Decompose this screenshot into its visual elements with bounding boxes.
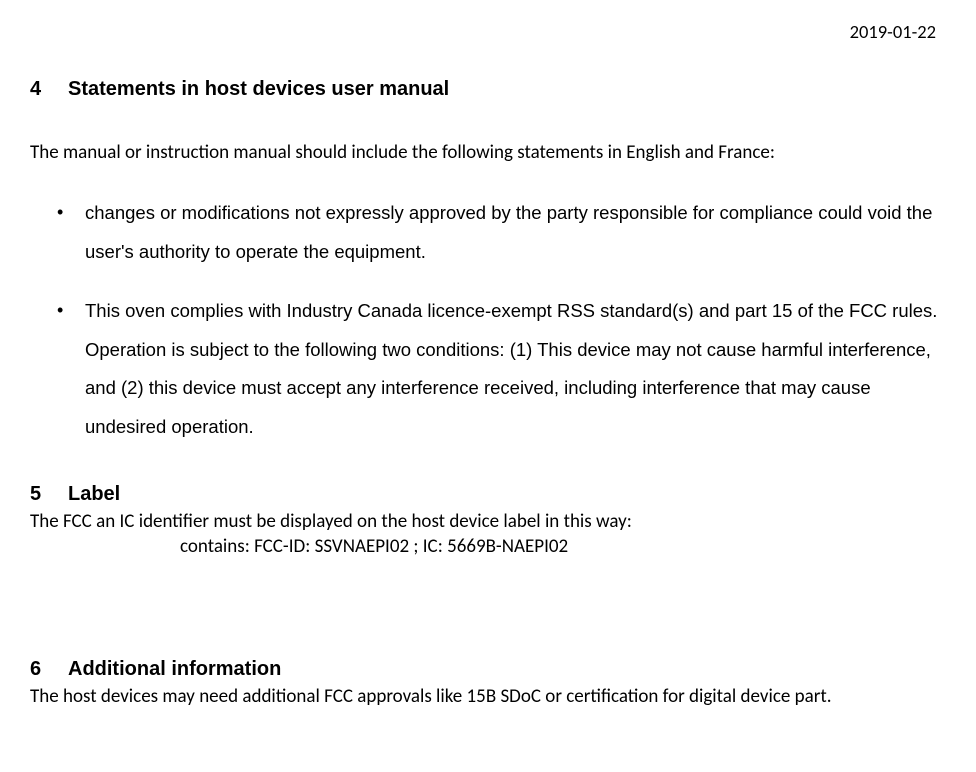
list-item: changes or modifications not expressly a… <box>85 194 946 272</box>
section-5-title: Label <box>68 483 120 505</box>
section-5-content: contains: FCC-ID: SSVNAEPI02 ; IC: 5669B… <box>30 535 946 558</box>
section-4-number: 4 <box>30 78 68 101</box>
document-date: 2019-01-22 <box>30 20 946 43</box>
section-6-heading: 6Additional information <box>30 658 946 681</box>
section-6-title: Additional information <box>68 658 281 680</box>
list-item: This oven complies with Industry Canada … <box>85 292 946 447</box>
section-4-title: Statements in host devices user manual <box>68 78 449 100</box>
section-6-body: The host devices may need additional FCC… <box>30 685 946 708</box>
section-5-heading: 5Label <box>30 483 946 506</box>
section-4-heading: 4Statements in host devices user manual <box>30 78 946 101</box>
section-5-number: 5 <box>30 483 68 506</box>
section-4-intro: The manual or instruction manual should … <box>30 141 946 164</box>
section-6-number: 6 <box>30 658 68 681</box>
section-4-bullets: changes or modifications not expressly a… <box>30 194 946 447</box>
section-5-intro: The FCC an IC identifier must be display… <box>30 510 946 533</box>
